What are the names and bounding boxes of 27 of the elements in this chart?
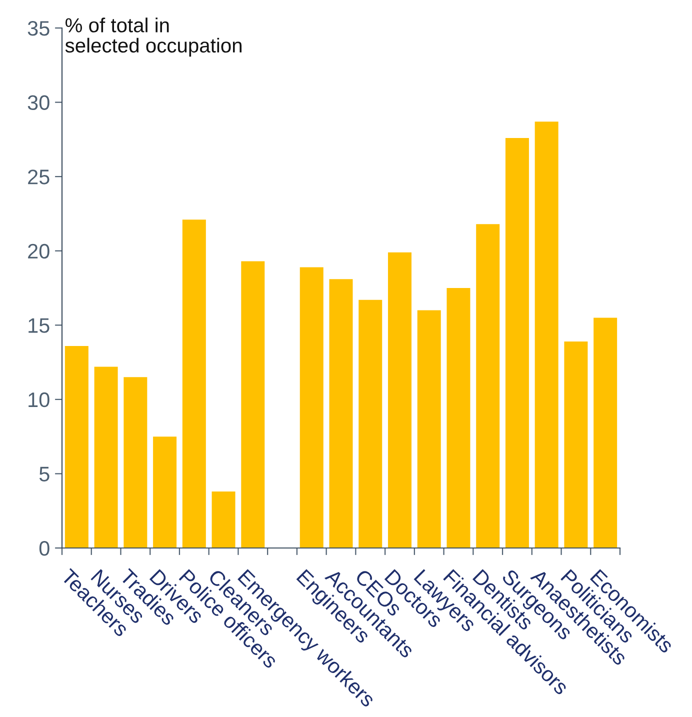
bar [594, 318, 618, 548]
bar [182, 220, 206, 548]
y-tick-label: 15 [28, 318, 50, 333]
bar [124, 377, 148, 548]
y-tick-label: 20 [28, 244, 50, 259]
bar [153, 436, 177, 548]
bar [534, 122, 558, 548]
bar [358, 300, 382, 548]
y-tick-label: 0 [39, 541, 50, 556]
bar [212, 492, 236, 548]
bar [388, 252, 412, 548]
bar [505, 138, 529, 548]
bar [417, 310, 441, 548]
y-tick-label: 10 [28, 392, 50, 408]
bar [300, 267, 324, 548]
y-tick-label: 35 [28, 21, 50, 36]
bar [241, 261, 265, 548]
bar [329, 279, 353, 548]
bar [446, 288, 470, 548]
bar [64, 346, 88, 548]
bar [564, 341, 588, 548]
y-tick-label: 25 [28, 170, 50, 184]
y-axis-title: % of total in selected occupation [65, 18, 242, 57]
bar [94, 366, 118, 548]
y-tick-label: 30 [28, 95, 50, 110]
y-tick-label: 5 [39, 466, 50, 482]
bar [476, 224, 500, 548]
